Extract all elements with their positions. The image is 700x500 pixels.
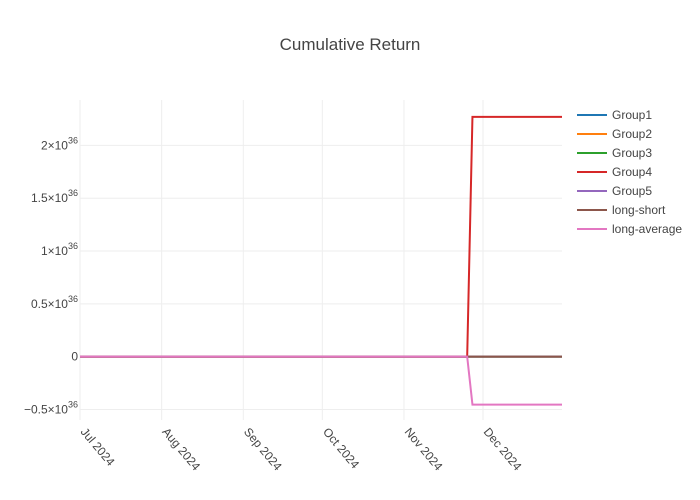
y-tick-label: 0 xyxy=(71,350,78,364)
x-tick-label: Nov 2024 xyxy=(402,425,446,474)
series-line-group4 xyxy=(80,115,562,358)
series-line-long-average xyxy=(80,355,562,406)
x-tick-label: Sep 2024 xyxy=(241,425,285,474)
x-axis-ticks: Jul 2024 Aug 2024 Sep 2024 Oct 2024 Nov 2024… xyxy=(78,425,525,474)
y-tick-label: 1.5×1036 xyxy=(31,188,78,205)
x-tick-label: Oct 2024 xyxy=(320,425,362,472)
x-tick-label: Dec 2024 xyxy=(481,425,525,474)
y-tick-label: 1×1036 xyxy=(41,241,78,258)
legend-label[interactable]: long-average xyxy=(612,222,682,236)
legend-label[interactable]: long-short xyxy=(612,203,666,217)
legend-label[interactable]: Group5 xyxy=(612,184,652,198)
legend-label[interactable]: Group4 xyxy=(612,165,652,179)
legend-label[interactable]: Group3 xyxy=(612,146,652,160)
legend-label[interactable]: Group2 xyxy=(612,127,652,141)
legend-label[interactable]: Group1 xyxy=(612,108,652,122)
grid xyxy=(79,100,562,420)
y-tick-label: 2×1036 xyxy=(41,135,78,152)
x-tick-label: Aug 2024 xyxy=(159,425,203,474)
x-tick-label: Jul 2024 xyxy=(78,425,118,469)
y-tick-label: 0.5×1036 xyxy=(31,294,78,311)
y-tick-label: −0.5×1036 xyxy=(24,399,78,416)
y-axis-ticks: −0.5×1036 0 0.5×1036 1×1036 1.5×1036 2×1036 xyxy=(24,135,78,416)
chart-title: Cumulative Return xyxy=(280,35,421,54)
legend: Group1 Group2 Group3 Group4 Group5 long-short… xyxy=(577,108,682,236)
series-lines xyxy=(80,115,562,406)
